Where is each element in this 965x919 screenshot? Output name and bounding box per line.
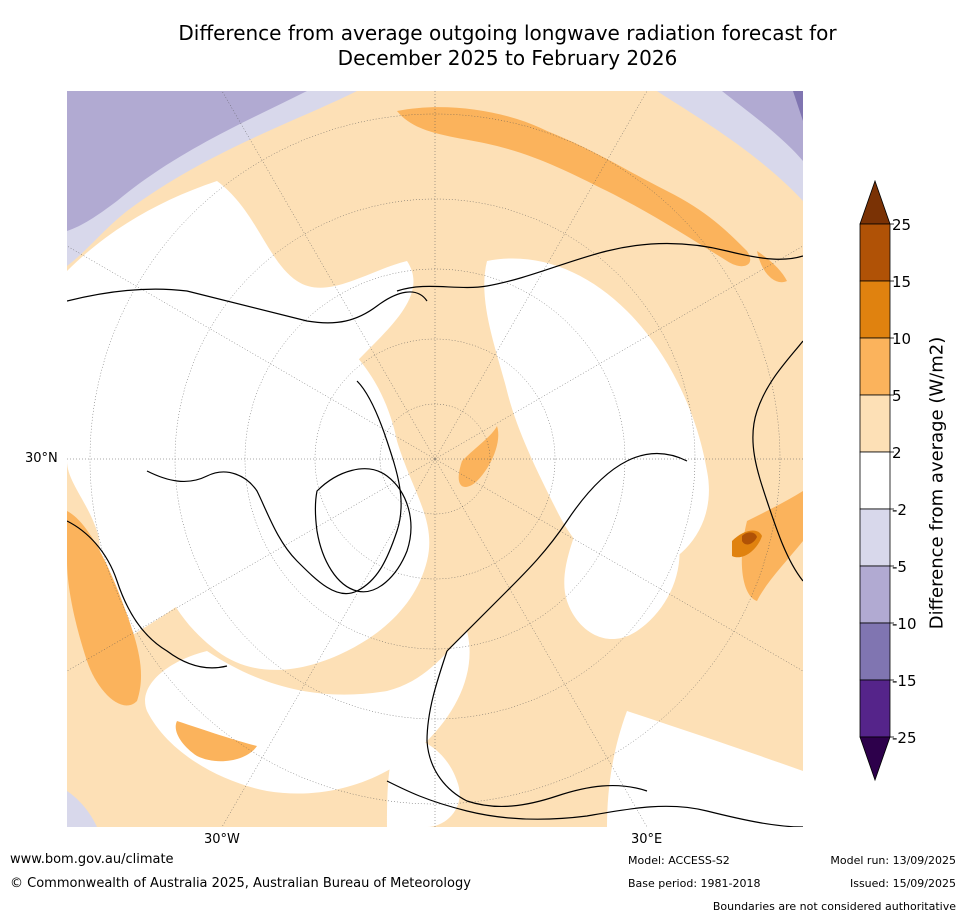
colorbar-tick-label: 10 (892, 330, 911, 348)
colorbar-swatches (859, 180, 891, 782)
anomaly-field-moderate-negative-northwest (67, 91, 307, 231)
colorbar-band-10_to_15 (859, 280, 891, 339)
anomaly-field-5-to-10-east-asia (741, 491, 803, 601)
title-line-2: December 2025 to February 2026 (337, 46, 678, 70)
footer-copyright: © Commonwealth of Australia 2025, Austra… (10, 876, 471, 891)
colorbar-band-minus15_to_minus10 (859, 622, 891, 681)
colorbar-label: Difference from average (W/m2) (926, 336, 948, 630)
anomaly-field-5-to-10-pacific (67, 511, 142, 706)
colorbar: 25 15 10 5 2 -2 -5 -10 -15 -25 (859, 180, 917, 782)
coastline-east-asia (752, 340, 803, 582)
colorbar-ticks: 25 15 10 5 2 -2 -5 -10 -15 -25 (890, 216, 917, 747)
colorbar-band-minus5_to_minus2 (859, 508, 891, 567)
anomaly-field-15-to-25-east-asia (742, 532, 757, 545)
longitude-label-30w: 30°W (204, 832, 240, 847)
footer-model: Model: ACCESS-S2 (628, 854, 730, 867)
latitude-circle-40n (89, 113, 781, 805)
anomaly-field-5-to-10-mid-pacific (175, 721, 257, 762)
colorbar-band-minus25_to_minus15 (859, 679, 891, 738)
map-title: Difference from average outgoing longwav… (60, 21, 955, 71)
colorbar-band-minus10_to_minus5 (859, 565, 891, 624)
graticule (67, 91, 803, 827)
coastline-north-america (67, 288, 428, 595)
colorbar-tick-label: 2 (892, 444, 902, 462)
colorbar-band-15_to_25 (859, 223, 891, 282)
colorbar-tick-label: -2 (892, 501, 907, 519)
title-line-1: Difference from average outgoing longwav… (178, 21, 837, 45)
colorbar-tick-label: 15 (892, 273, 911, 291)
latitude-circle-70n (314, 338, 556, 580)
coastline-greenland (314, 468, 412, 593)
meridian-120w (67, 245, 436, 460)
neutral-area-sahara (607, 711, 803, 827)
anomaly-field-5-to-10-arctic-band (397, 107, 751, 267)
neutral-area-central-asia (564, 441, 680, 640)
coastline-alaska (67, 520, 228, 669)
colorbar-tick-label: 25 (892, 216, 911, 234)
footer-disclaimer: Boundaries are not considered authoritat… (712, 900, 956, 913)
colorbar-overflow-high (859, 180, 891, 225)
colorbar-tick-label: -25 (892, 729, 917, 747)
neutral-area-canada-greenland (116, 288, 430, 670)
footer-issued: Issued: 15/09/2025 (849, 877, 956, 890)
neutral-area-north-africa (387, 738, 460, 827)
olr-anomaly-map (67, 91, 803, 827)
meridian-120e (434, 245, 803, 460)
colorbar-tick-label: -10 (892, 615, 917, 633)
footer-website: www.bom.gov.au/climate (10, 852, 174, 867)
latitude-label-30n: 30°N (25, 451, 58, 466)
colorbar-overflow-low (859, 736, 891, 782)
coastline-north-africa (386, 780, 803, 827)
meridian-150w (221, 91, 436, 460)
footer-model-run: Model run: 13/09/2025 (830, 854, 956, 867)
coastlines (67, 242, 803, 827)
colorbar-band-2_to_5 (859, 394, 891, 453)
coastline-eurasia (396, 242, 803, 808)
anomaly-field-moderate-negative-northeast (722, 91, 803, 161)
colorbar-tick-label: -15 (892, 672, 917, 690)
colorbar-tick-label: -5 (892, 558, 907, 576)
anomaly-field-5-to-10-arctic-ocean (458, 426, 499, 487)
longitude-label-30e: 30°E (631, 832, 663, 847)
meridian-30w (221, 458, 436, 827)
anomaly-field-strong-negative-northeast (793, 91, 803, 121)
colorbar-tick-label: 5 (892, 387, 902, 405)
colorbar-band-5_to_10 (859, 337, 891, 396)
anomaly-field-negative-southwest (67, 791, 97, 827)
footer-base-period: Base period: 1981-2018 (628, 877, 761, 890)
colorbar-band-neutral (859, 451, 891, 510)
